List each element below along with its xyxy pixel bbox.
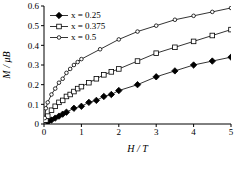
html-text:x = 0.375: x = 0.375 (71, 21, 106, 31)
svg-text:1: 1 (79, 127, 84, 137)
svg-text:0: 0 (35, 119, 40, 129)
svg-text:4: 4 (191, 127, 196, 137)
svg-text:2: 2 (117, 127, 122, 137)
svg-text:0.1: 0.1 (28, 100, 39, 110)
html-text:x = 0.25: x = 0.25 (71, 10, 101, 20)
svg-text:0.3: 0.3 (28, 60, 40, 70)
svg-text:0.5: 0.5 (28, 21, 40, 31)
html-text:x = 0.5: x = 0.5 (71, 32, 97, 42)
svg-text:0.2: 0.2 (28, 80, 39, 90)
svg-text:0.4: 0.4 (28, 41, 40, 51)
svg-text:5: 5 (229, 127, 233, 137)
svg-text:0: 0 (42, 127, 47, 137)
svg-text:3: 3 (154, 127, 159, 137)
svg-text:M / μB: M / μB (8, 51, 12, 79)
svg-text:0.6: 0.6 (28, 1, 40, 11)
svg-text:H / T: H / T (126, 143, 149, 154)
